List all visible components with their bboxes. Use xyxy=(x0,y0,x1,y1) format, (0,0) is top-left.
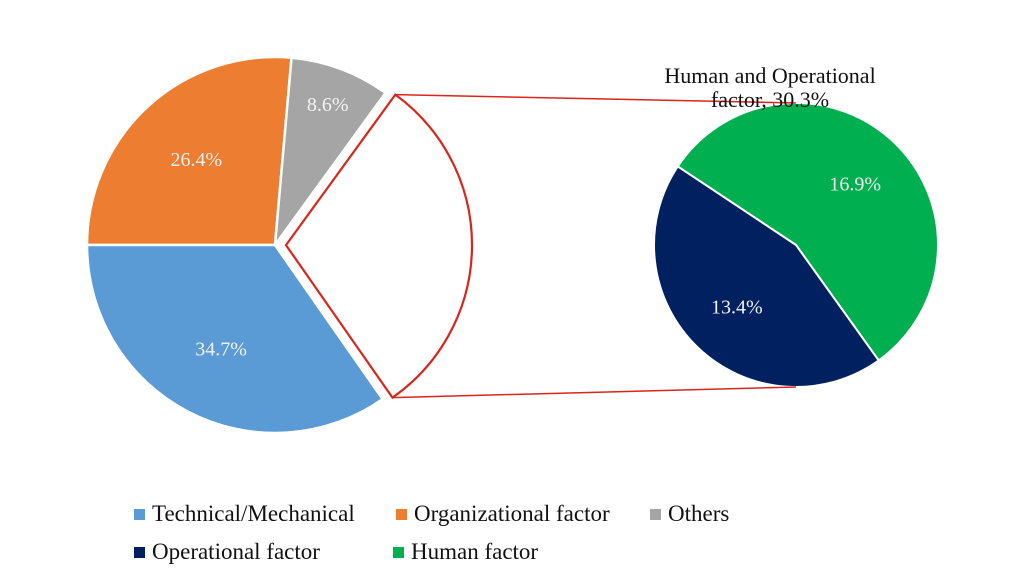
legend-swatch xyxy=(134,508,145,520)
legend-label: Organizational factor xyxy=(414,501,610,526)
data-label-organizational-factor: 26.4% xyxy=(170,149,222,171)
legend-item-organizational: Organizational factor xyxy=(396,501,610,527)
slice-technical-mechanical xyxy=(85,243,385,435)
legend-label: Operational factor xyxy=(152,539,320,564)
legend-swatch xyxy=(134,546,145,558)
data-label-technical-mechanical: 34.7% xyxy=(195,338,247,360)
legend-item-others: Others xyxy=(650,501,729,527)
legend-label: Human factor xyxy=(411,539,539,564)
legend-swatch xyxy=(393,546,404,558)
breakout-title: Human and Operational factor, 30.3% xyxy=(620,64,920,112)
breakout-title-line-1: Human and Operational xyxy=(664,63,876,88)
legend-item-human: Human factor xyxy=(393,539,538,565)
data-label-operational-factor: 13.4% xyxy=(711,296,763,318)
legend-swatch xyxy=(650,508,661,520)
legend-swatch xyxy=(396,508,407,520)
legend-label: Others xyxy=(668,501,730,526)
data-label-human-factor: 16.9% xyxy=(829,174,881,196)
legend-item-technical: Technical/Mechanical xyxy=(134,501,355,527)
connector-line-top xyxy=(395,93,797,104)
connector-line-bottom xyxy=(392,386,797,399)
legend-item-operational: Operational factor xyxy=(134,539,320,565)
slice-organizational-factor xyxy=(85,55,293,247)
legend-label: Technical/Mechanical xyxy=(152,501,355,526)
breakout-title-line-2: factor, 30.3% xyxy=(710,87,830,112)
slice-human-and-operational-factor xyxy=(284,93,474,400)
data-label-others: 8.6% xyxy=(307,94,349,116)
slice-operational-factor xyxy=(653,165,881,388)
slice-others xyxy=(273,56,388,250)
slice-human-factor xyxy=(676,102,939,362)
